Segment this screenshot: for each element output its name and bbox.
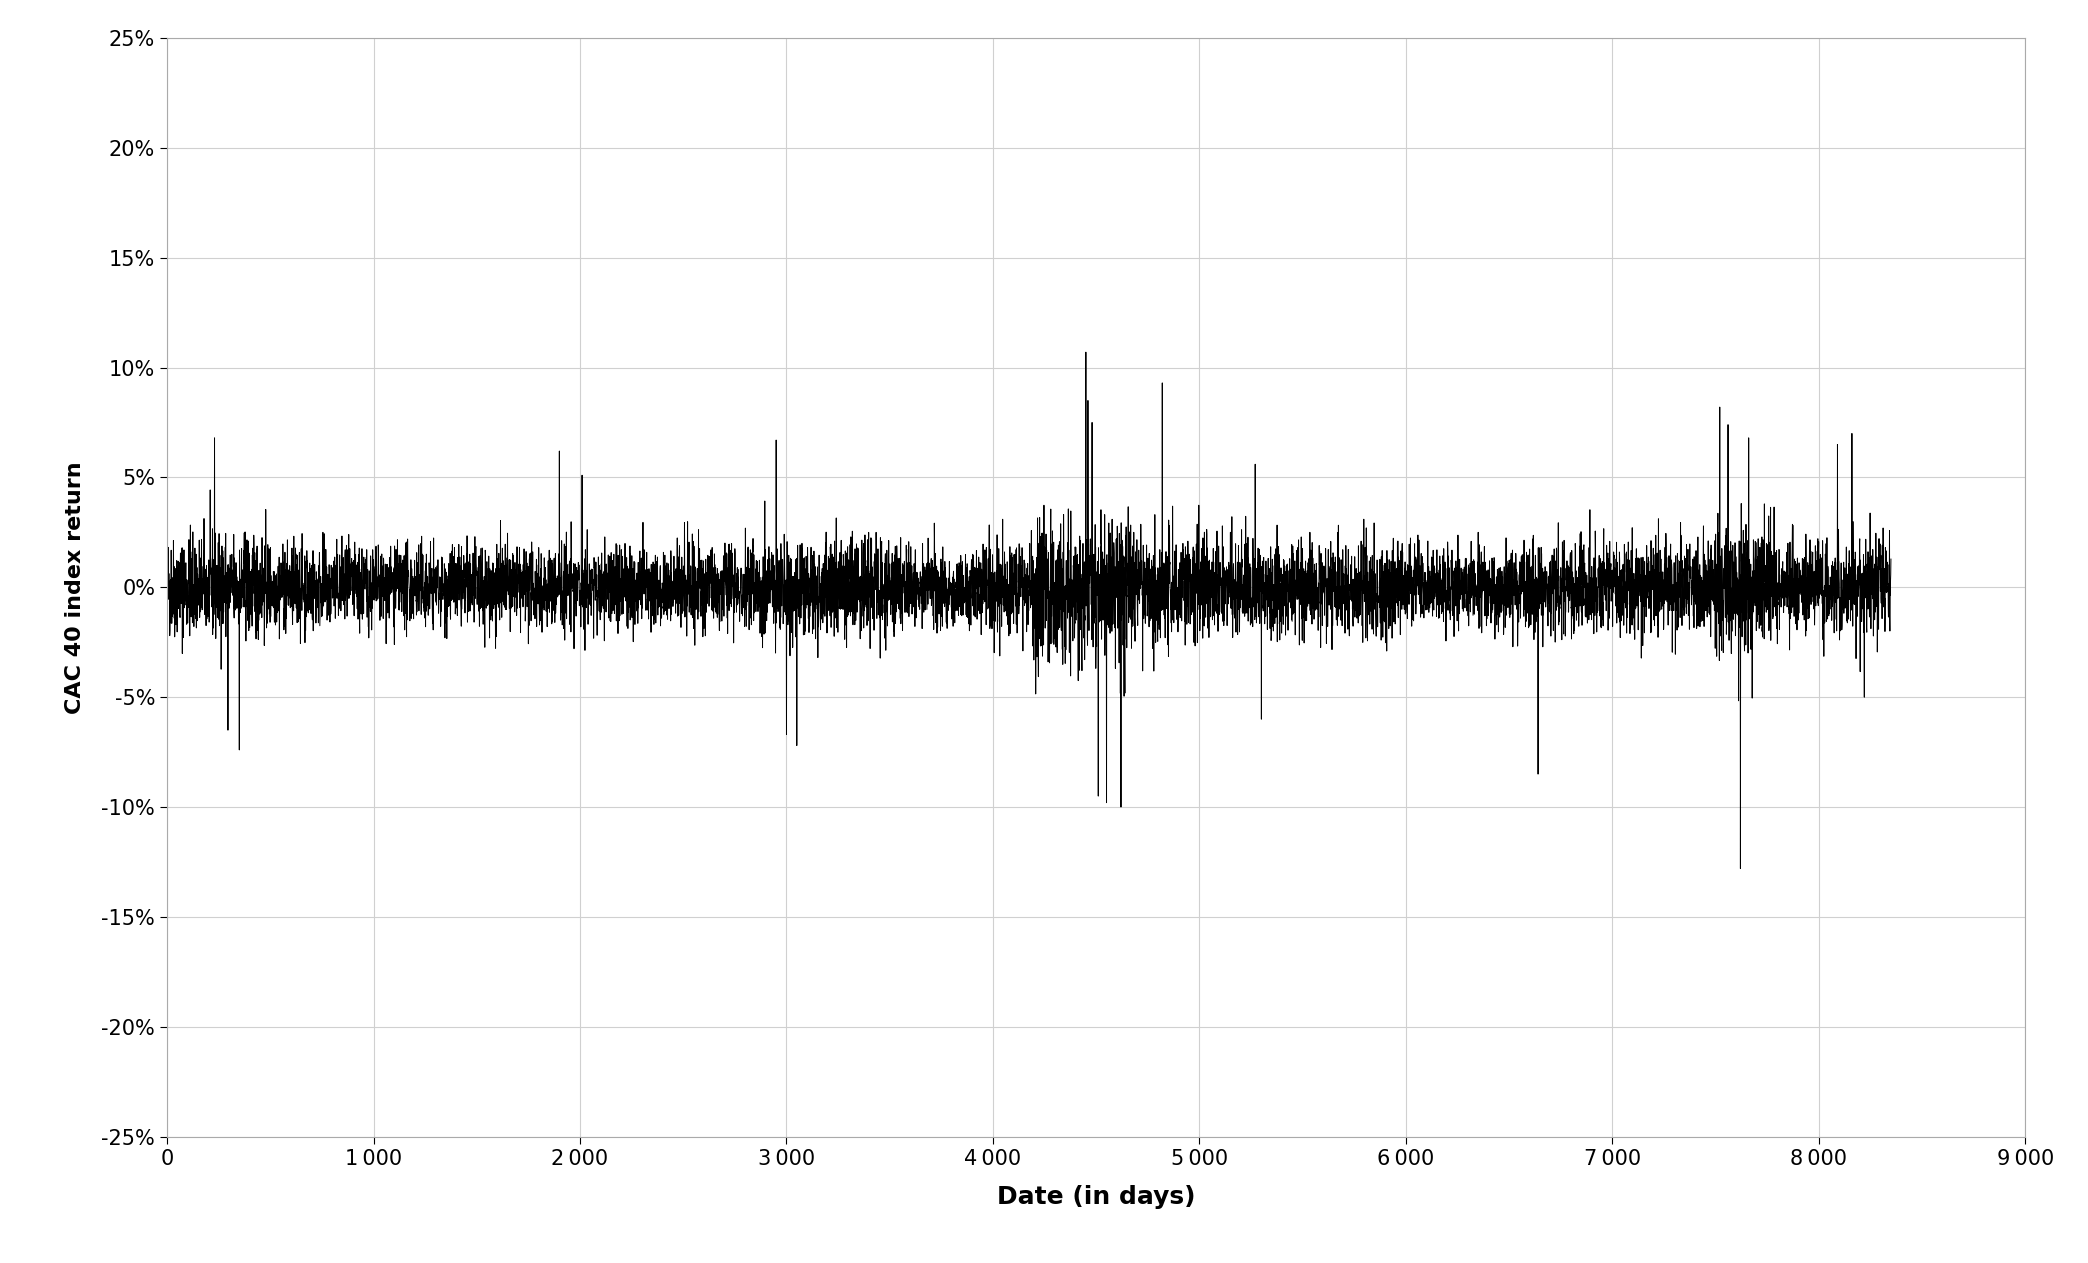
Y-axis label: CAC 40 index return: CAC 40 index return [65,461,86,714]
X-axis label: Date (in days): Date (in days) [996,1185,1196,1209]
